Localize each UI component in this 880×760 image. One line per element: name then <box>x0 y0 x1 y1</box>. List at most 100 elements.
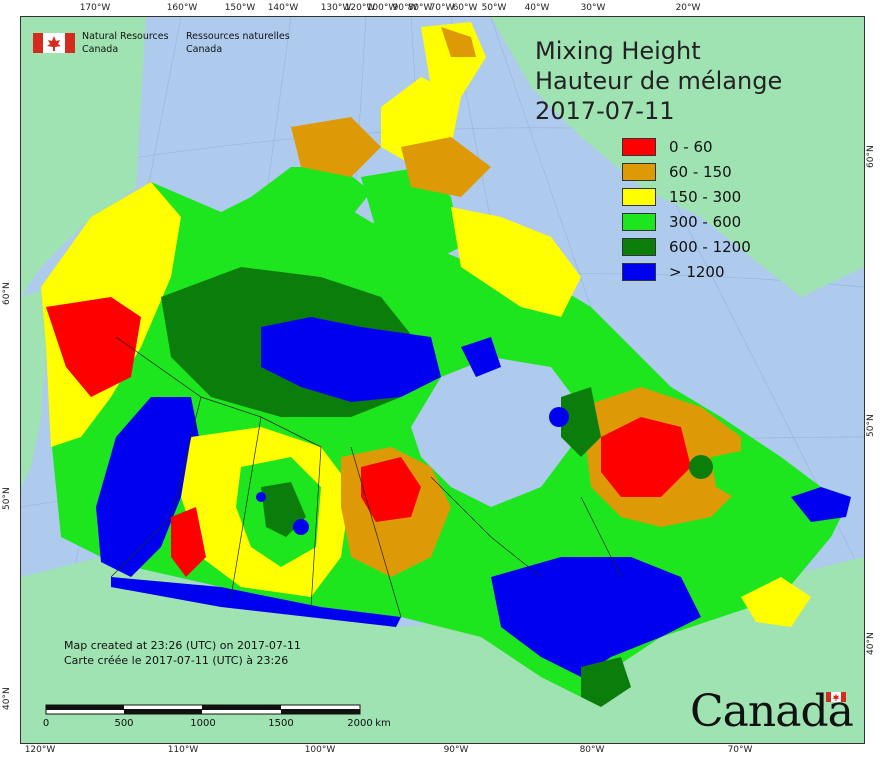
wordmark-flag-icon <box>826 692 846 702</box>
legend: 0 - 60 60 - 150 150 - 300 300 - 600 600 … <box>622 134 751 284</box>
zone-gt-1200 <box>111 577 401 627</box>
lon-label-top: 120°W <box>344 3 376 13</box>
map-title: Mixing Height Hauteur de mélange 2017-07… <box>535 36 782 126</box>
legend-label: 600 - 1200 <box>669 237 751 256</box>
hudson-bay <box>411 357 581 507</box>
legend-label: 0 - 60 <box>669 137 713 156</box>
org-name-en-line2: Canada <box>82 44 119 55</box>
legend-swatch <box>622 137 656 156</box>
province-borders <box>110 336 622 618</box>
scale-label: 1500 <box>268 718 294 729</box>
zone-600-1200 <box>689 455 713 479</box>
org-name-fr: Ressources naturelles Canada <box>186 30 290 56</box>
lon-label-top: 160°W <box>166 3 198 13</box>
lon-label-top: 170°W <box>79 3 111 13</box>
legend-swatch <box>622 237 656 256</box>
legend-item: 600 - 1200 <box>622 234 751 259</box>
zone-gt-1200 <box>256 492 266 502</box>
zone-600-1200 <box>561 387 601 457</box>
greenland <box>491 17 864 297</box>
lon-label-bottom: 120°W <box>24 745 56 755</box>
scale-label: 500 <box>114 718 134 729</box>
lon-label-top: 140°W <box>267 3 299 13</box>
lon-label-bottom: 110°W <box>167 745 199 755</box>
legend-swatch <box>622 212 656 231</box>
alaska-north <box>21 17 146 297</box>
lon-label-top: 80°W <box>407 3 433 13</box>
title-en: Mixing Height <box>535 37 701 65</box>
zone-gt-1200 <box>791 487 851 522</box>
lon-label-top: 20°W <box>675 3 701 13</box>
lon-label-top: 100°W <box>366 3 398 13</box>
zone-0-60 <box>46 297 141 397</box>
lat-label-left: 60°N <box>2 282 12 305</box>
lon-label-bottom: 100°W <box>304 745 336 755</box>
lon-label-top: 70°W <box>429 3 455 13</box>
baffin-island <box>451 207 581 317</box>
lon-label-top: 40°W <box>524 3 550 13</box>
zone-gt-1200 <box>96 397 201 577</box>
scale-label: 1000 <box>190 718 216 729</box>
zone-0-60 <box>171 507 206 577</box>
legend-item: 0 - 60 <box>622 134 751 159</box>
zone-300-600 <box>711 447 781 507</box>
zone-gt-1200 <box>461 337 501 377</box>
lon-label-top: 50°W <box>481 3 507 13</box>
lat-label-left: 40°N <box>2 687 12 710</box>
scale-label: 0 <box>42 718 50 729</box>
mixing-height-map <box>20 16 865 744</box>
zone-600-1200 <box>581 657 631 707</box>
lon-label-top: 130°W <box>320 3 352 13</box>
org-name-fr-line1: Ressources naturelles <box>186 31 290 42</box>
arctic-island <box>251 167 371 222</box>
map-credit: Map created at 23:26 (UTC) on 2017-07-11… <box>64 638 301 668</box>
lat-label-right: 40°N <box>866 632 876 655</box>
lon-label-bottom: 80°W <box>579 745 605 755</box>
lat-label-left: 50°N <box>2 487 12 510</box>
legend-label: 60 - 150 <box>669 162 732 181</box>
arctic-island <box>401 137 491 197</box>
zone-0-60 <box>361 457 421 522</box>
legend-swatch <box>622 262 656 281</box>
lon-label-bottom: 70°W <box>727 745 753 755</box>
arctic-island <box>291 117 381 177</box>
zone-gt-1200 <box>491 557 701 677</box>
org-name-en-line1: Natural Resources <box>82 31 169 42</box>
zone-0-60 <box>601 417 691 497</box>
legend-swatch <box>622 162 656 181</box>
credit-en: Map created at 23:26 (UTC) on 2017-07-11 <box>64 639 301 652</box>
scale-unit: km <box>375 718 391 729</box>
map-svg <box>21 17 864 743</box>
legend-label: 150 - 300 <box>669 187 742 206</box>
org-name-en: Natural Resources Canada <box>82 30 169 56</box>
legend-item: > 1200 <box>622 259 751 284</box>
scale-labels: 0 500 1000 1500 2000 km <box>40 718 400 732</box>
scale-label: 2000 <box>347 718 373 729</box>
org-name-fr-line2: Canada <box>186 44 223 55</box>
legend-label: 300 - 600 <box>669 212 742 231</box>
lat-label-right: 60°N <box>866 145 876 168</box>
zone-gt-1200 <box>261 317 441 402</box>
lon-label-top: 150°W <box>224 3 256 13</box>
legend-swatch <box>622 187 656 206</box>
legend-item: 150 - 300 <box>622 184 751 209</box>
arctic-island <box>441 27 476 57</box>
canada-flag-icon <box>33 33 75 53</box>
scale-bar <box>45 704 361 715</box>
lon-label-bottom: 90°W <box>443 745 469 755</box>
zone-gt-1200 <box>549 407 569 427</box>
zone-150-300 <box>741 577 811 627</box>
title-fr: Hauteur de mélange <box>535 67 783 95</box>
lon-label-top: 30°W <box>580 3 606 13</box>
legend-label: > 1200 <box>669 262 725 281</box>
lat-label-right: 50°N <box>866 414 876 437</box>
credit-fr: Carte créée le 2017-07-11 (UTC) à 23:26 <box>64 654 289 667</box>
legend-item: 60 - 150 <box>622 159 751 184</box>
legend-item: 300 - 600 <box>622 209 751 234</box>
zone-gt-1200 <box>293 519 309 535</box>
title-date: 2017-07-11 <box>535 97 675 125</box>
alaska-panhandle <box>21 287 51 487</box>
lon-label-top: 90°W <box>392 3 418 13</box>
lon-label-top: 60°W <box>452 3 478 13</box>
